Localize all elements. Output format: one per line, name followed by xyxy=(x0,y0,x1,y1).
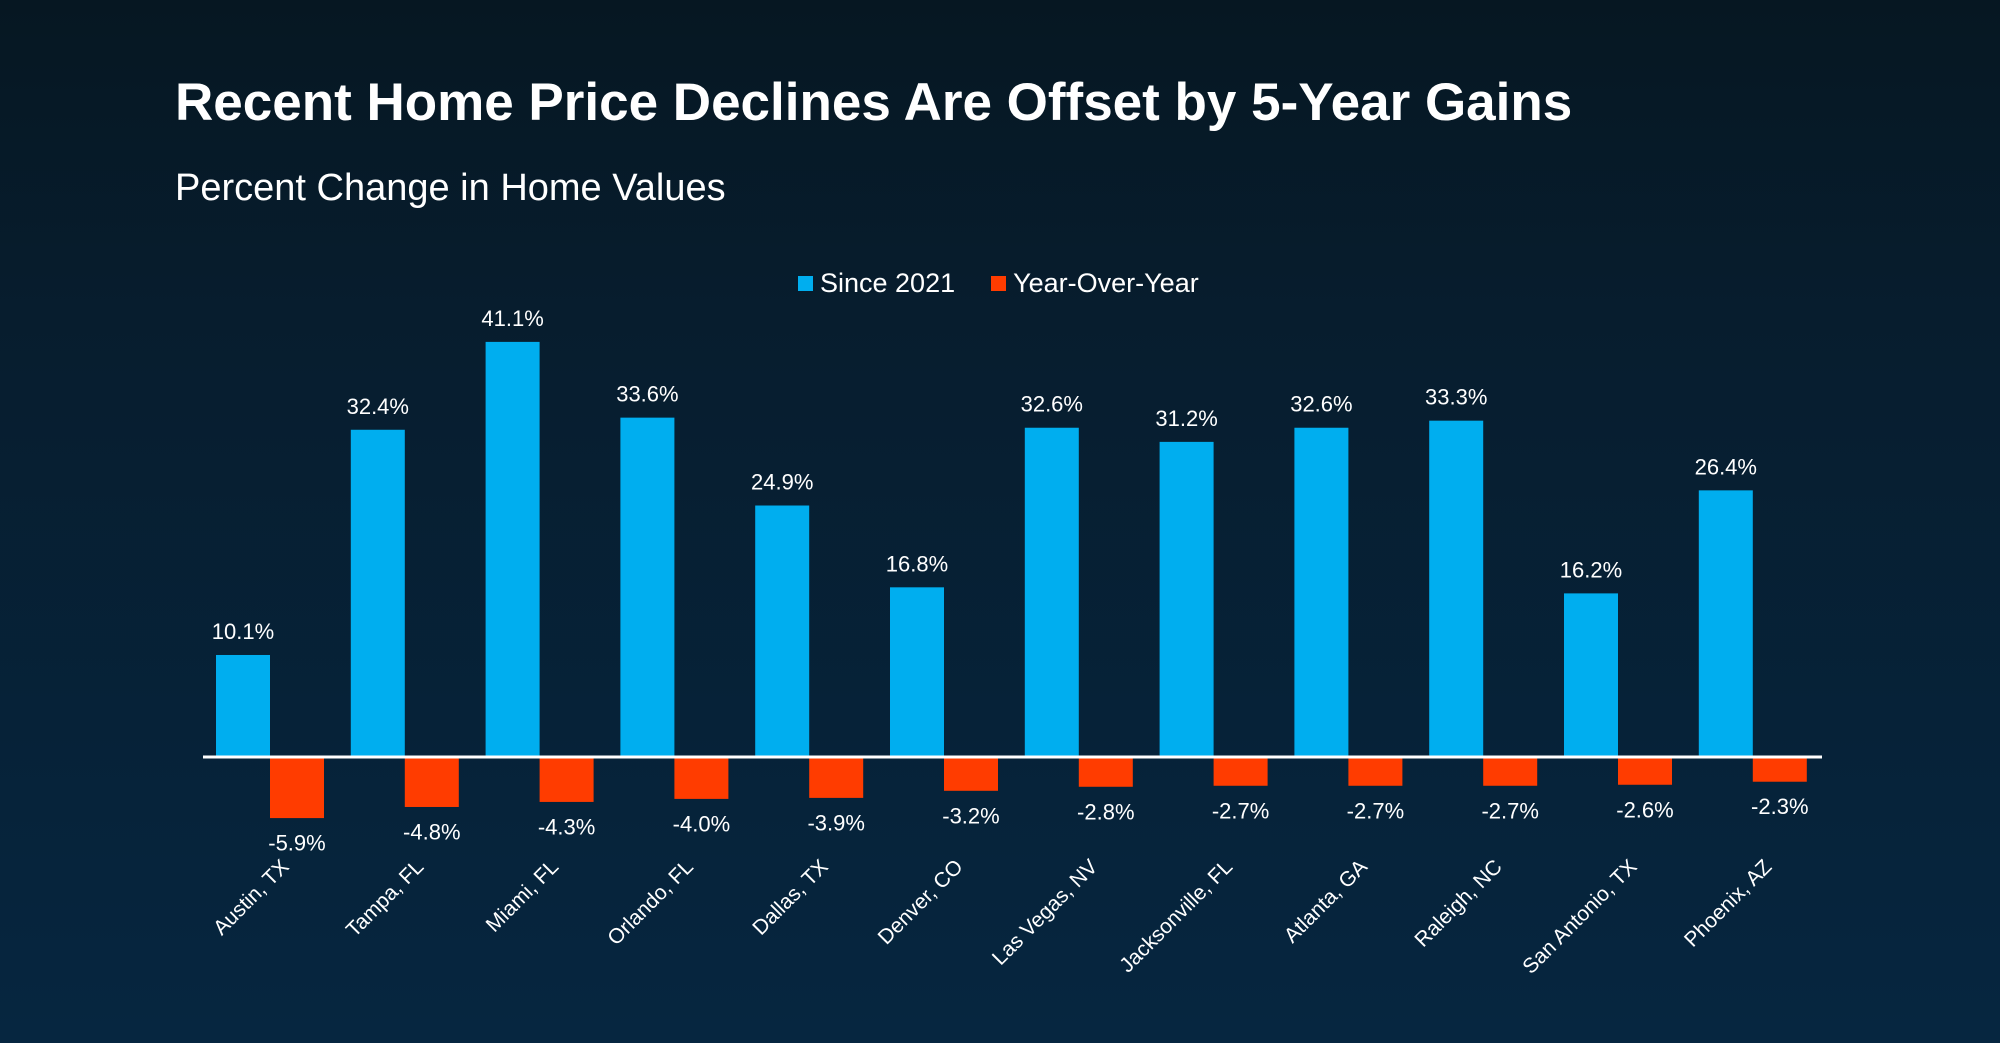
value-label-since-2021-las-vegas-nv: 32.6% xyxy=(1021,392,1083,417)
bar-since-2021-miami-fl xyxy=(485,341,540,757)
chart-legend: Since 2021 Year-Over-Year xyxy=(798,268,1235,299)
bar-since-2021-san-antonio-tx xyxy=(1564,593,1618,757)
bar-since-2021-raleigh-nc xyxy=(1429,420,1484,757)
value-label-year-over-year-las-vegas-nv: -2.8% xyxy=(1077,799,1134,824)
bar-year-over-year-dallas-tx xyxy=(809,758,864,798)
x-tick-label-orlando-fl: Orlando, FL xyxy=(603,855,698,950)
value-label-since-2021-san-antonio-tx: 16.2% xyxy=(1560,557,1622,582)
bar-since-2021-orlando-fl xyxy=(620,417,675,757)
bar-year-over-year-atlanta-ga xyxy=(1348,758,1403,786)
bar-year-over-year-las-vegas-nv xyxy=(1078,758,1133,787)
value-label-year-over-year-dallas-tx: -3.9% xyxy=(807,810,864,835)
legend-label-year-over-year: Year-Over-Year xyxy=(1013,268,1199,298)
value-labels-layer: 10.1% -5.9% 32.4% -4.8% 41.1% -4.3% 33.6% -4.0%… xyxy=(212,306,1809,856)
x-tick-label-miami-fl: Miami, FL xyxy=(482,855,563,936)
x-tick-label-austin-tx: Austin, TX xyxy=(209,855,293,939)
value-label-year-over-year-atlanta-ga: -2.7% xyxy=(1347,798,1404,823)
value-label-since-2021-miami-fl: 41.1% xyxy=(481,306,543,331)
value-label-year-over-year-tampa-fl: -4.8% xyxy=(403,819,460,844)
value-label-year-over-year-austin-tx: -5.9% xyxy=(268,831,325,856)
x-tick-label-jacksonville-fl: Jacksonville, FL xyxy=(1115,855,1237,977)
bar-since-2021-austin-tx xyxy=(216,654,270,757)
bar-since-2021-las-vegas-nv xyxy=(1024,427,1079,757)
x-tick-label-raleigh-nc: Raleigh, NC xyxy=(1410,855,1506,951)
bar-year-over-year-austin-tx xyxy=(270,758,324,819)
value-label-since-2021-dallas-tx: 24.9% xyxy=(751,470,813,495)
x-tick-label-atlanta-ga: Atlanta, GA xyxy=(1280,855,1372,947)
x-tick-label-denver-co: Denver, CO xyxy=(874,855,968,949)
x-tick-label-dallas-tx: Dallas, TX xyxy=(748,855,832,939)
value-label-year-over-year-san-antonio-tx: -2.6% xyxy=(1616,797,1673,822)
legend-item-year-over-year: Year-Over-Year xyxy=(991,268,1199,299)
value-label-since-2021-phoenix-az: 26.4% xyxy=(1695,454,1757,479)
x-tick-label-las-vegas-nv: Las Vegas, NV xyxy=(988,855,1102,969)
value-label-since-2021-denver-co: 16.8% xyxy=(886,551,948,576)
bar-year-over-year-jacksonville-fl xyxy=(1213,758,1268,786)
x-tick-labels-layer: Austin, TX Tampa, FL Miami, FL Orlando, FL D… xyxy=(209,855,1776,978)
legend-label-since-2021: Since 2021 xyxy=(820,268,956,298)
value-label-since-2021-tampa-fl: 32.4% xyxy=(347,394,409,419)
x-tick-label-tampa-fl: Tampa, FL xyxy=(342,855,428,941)
x-tick-label-phoenix-az: Phoenix, AZ xyxy=(1680,855,1776,951)
bar-since-2021-tampa-fl xyxy=(350,429,405,757)
legend-swatch-year-over-year xyxy=(991,276,1007,291)
value-label-year-over-year-jacksonville-fl: -2.7% xyxy=(1212,798,1269,823)
legend-swatch-since-2021 xyxy=(798,276,813,291)
bar-since-2021-dallas-tx xyxy=(755,505,810,757)
value-label-year-over-year-denver-co: -3.2% xyxy=(942,803,999,828)
bar-since-2021-jacksonville-fl xyxy=(1159,441,1214,757)
bar-since-2021-atlanta-ga xyxy=(1294,427,1349,757)
value-label-year-over-year-raleigh-nc: -2.7% xyxy=(1481,798,1538,823)
bar-year-over-year-miami-fl xyxy=(539,758,594,802)
bar-year-over-year-phoenix-az xyxy=(1752,758,1807,782)
value-label-since-2021-austin-tx: 10.1% xyxy=(212,619,274,644)
value-label-since-2021-jacksonville-fl: 31.2% xyxy=(1155,406,1217,431)
value-label-year-over-year-phoenix-az: -2.3% xyxy=(1751,794,1808,819)
value-label-since-2021-raleigh-nc: 33.3% xyxy=(1425,385,1487,410)
bar-year-over-year-raleigh-nc xyxy=(1483,758,1538,786)
x-tick-label-san-antonio-tx: San Antonio, TX xyxy=(1518,855,1641,978)
value-label-since-2021-orlando-fl: 33.6% xyxy=(616,382,678,407)
bar-since-2021-denver-co xyxy=(890,587,944,757)
value-label-year-over-year-orlando-fl: -4.0% xyxy=(673,811,730,836)
value-label-year-over-year-miami-fl: -4.3% xyxy=(538,814,595,839)
bar-year-over-year-orlando-fl xyxy=(674,758,729,799)
value-label-since-2021-atlanta-ga: 32.6% xyxy=(1290,392,1352,417)
bar-year-over-year-san-antonio-tx xyxy=(1618,758,1672,785)
bar-year-over-year-tampa-fl xyxy=(404,758,459,807)
chart-title: Recent Home Price Declines Are Offset by… xyxy=(175,73,1573,132)
bar-year-over-year-denver-co xyxy=(944,758,998,791)
legend-item-since-2021: Since 2021 xyxy=(798,268,955,299)
bars-layer xyxy=(216,341,1807,819)
bar-since-2021-phoenix-az xyxy=(1698,490,1753,757)
chart-subtitle: Percent Change in Home Values xyxy=(175,167,726,209)
